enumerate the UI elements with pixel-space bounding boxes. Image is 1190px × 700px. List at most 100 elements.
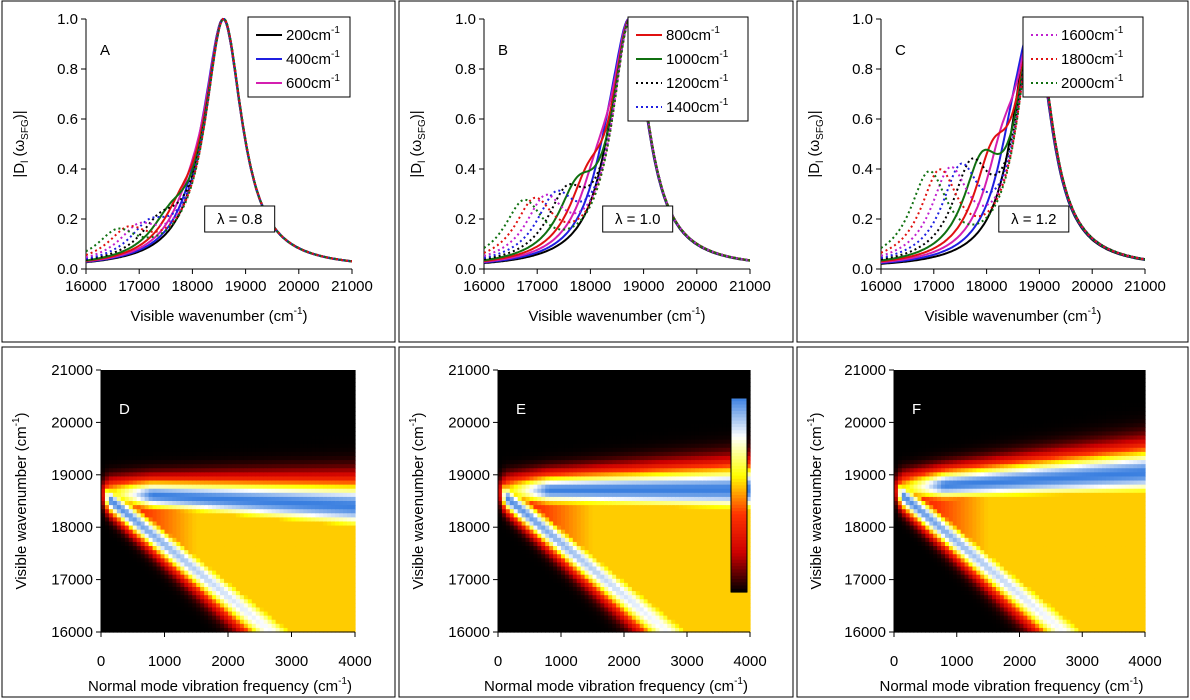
heatmap-cell	[299, 427, 305, 432]
heatmap-cell	[140, 595, 146, 600]
heatmap-cell	[112, 415, 118, 420]
heatmap-cell	[513, 370, 519, 375]
heatmap-cell	[116, 370, 122, 375]
heatmap-cell	[529, 447, 535, 453]
heatmap-cell	[343, 509, 348, 514]
heatmap-cell	[116, 443, 122, 449]
heatmap-cell	[168, 578, 174, 584]
heatmap-cell	[104, 619, 110, 625]
heatmap-cell	[351, 574, 356, 580]
heatmap-cell	[231, 578, 237, 584]
heatmap-cell	[291, 513, 297, 518]
heatmap-cell	[212, 431, 217, 437]
heatmap-cell	[315, 533, 320, 539]
heatmap-cell	[263, 603, 269, 609]
heatmap-cell	[116, 455, 122, 461]
heatmap-cell	[228, 623, 233, 629]
heatmap-cell	[184, 623, 189, 629]
heatmap-cell	[283, 370, 289, 375]
heatmap-cell	[343, 627, 348, 633]
heatmap-cell	[224, 415, 229, 420]
heatmap-cell	[136, 615, 142, 621]
heatmap-cell	[323, 427, 328, 432]
heatmap-cell	[275, 562, 281, 568]
heatmap-cell	[339, 550, 344, 555]
heatmap-cell	[307, 488, 312, 494]
heatmap-cell	[239, 480, 245, 486]
heatmap-cell	[180, 386, 185, 392]
heatmap-cell	[120, 537, 126, 543]
heatmap-cell	[275, 455, 281, 461]
heatmap-cell	[505, 390, 511, 396]
heatmap-cell	[509, 423, 515, 428]
heatmap-cell	[529, 570, 535, 576]
heatmap-cell	[339, 513, 344, 518]
heatmap-cell	[176, 607, 181, 613]
heatmap-cell	[204, 582, 209, 588]
heatmap-cell	[335, 419, 340, 424]
x-tick-label: 17000	[913, 278, 955, 295]
heatmap-cell	[525, 537, 531, 543]
heatmap-cell	[299, 558, 305, 563]
heatmap-cell	[144, 435, 150, 441]
heatmap-cell	[295, 574, 301, 580]
heatmap-cell	[505, 619, 511, 625]
heatmap-cell	[224, 574, 229, 580]
heatmap-cell	[136, 439, 142, 445]
heatmap-cell	[275, 501, 281, 506]
heatmap-cell	[351, 529, 356, 535]
heatmap-cell	[196, 611, 201, 617]
heatmap-cell	[200, 566, 205, 572]
heatmap-cell	[335, 619, 340, 625]
heatmap-cell	[228, 406, 233, 412]
heatmap-cell	[184, 607, 189, 613]
heatmap-cell	[287, 570, 293, 576]
heatmap-cell	[509, 607, 515, 613]
heatmap-cell	[216, 546, 221, 551]
heatmap-cell	[513, 513, 519, 518]
heatmap-cell	[200, 443, 205, 449]
heatmap-cell	[228, 570, 233, 576]
heatmap-cell	[172, 451, 178, 457]
heatmap-cell	[343, 382, 348, 387]
heatmap-cell	[509, 443, 515, 449]
heatmap-cell	[160, 599, 166, 604]
heatmap-cell	[184, 562, 189, 568]
heatmap-cell	[212, 472, 217, 478]
heatmap-cell	[184, 410, 189, 416]
heatmap-cell	[168, 623, 174, 629]
heatmap-cell	[275, 374, 281, 379]
heatmap-cell	[184, 541, 189, 547]
heatmap-cell	[208, 541, 213, 547]
heatmap-cell	[299, 488, 305, 494]
heatmap-cell	[140, 443, 146, 449]
heatmap-cell	[239, 591, 245, 596]
heatmap-cell	[184, 439, 189, 445]
heatmap-cell	[168, 423, 174, 428]
heatmap-cell	[101, 386, 106, 392]
heatmap-cell	[112, 378, 118, 383]
heatmap-cell	[148, 595, 154, 600]
heatmap-cell	[513, 447, 519, 453]
heatmap-cell	[120, 476, 126, 482]
heatmap-cell	[204, 370, 209, 375]
heatmap-cell	[279, 439, 285, 445]
heatmap-cell	[271, 541, 277, 547]
heatmap-cell	[498, 439, 503, 445]
heatmap-cell	[283, 415, 289, 420]
heatmap-cell	[509, 554, 515, 559]
heatmap-cell	[271, 492, 277, 498]
heatmap-cell	[307, 439, 312, 445]
heatmap-cell	[509, 480, 515, 486]
heatmap-cell	[148, 599, 154, 604]
heatmap-cell	[529, 492, 535, 498]
heatmap-cell	[128, 574, 134, 580]
heatmap-cell	[243, 439, 249, 445]
heatmap-cell	[228, 374, 233, 379]
heatmap-cell	[307, 525, 312, 531]
heatmap-cell	[501, 447, 507, 453]
heatmap-cell	[128, 382, 134, 387]
heatmap-cell	[307, 570, 312, 576]
heatmap-cell	[196, 488, 201, 494]
heatmap-cell	[128, 582, 134, 588]
